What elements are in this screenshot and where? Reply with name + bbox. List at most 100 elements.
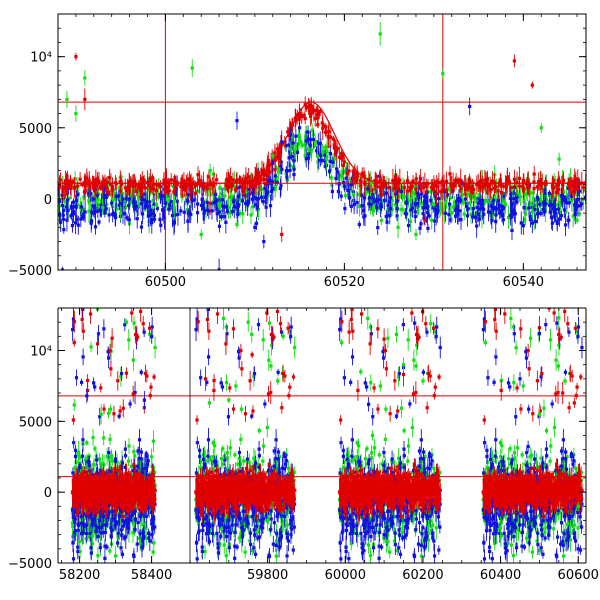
data-point (229, 176, 232, 179)
data-point (74, 177, 77, 180)
data-point (454, 209, 457, 212)
data-point (379, 206, 382, 209)
data-point (334, 177, 337, 180)
data-point (79, 217, 82, 220)
data-point (250, 185, 253, 188)
data-point (411, 179, 414, 182)
data-point (376, 199, 379, 202)
data-point (548, 192, 551, 195)
data-point (126, 216, 129, 219)
data-point (500, 209, 503, 212)
data-point (575, 205, 578, 208)
data-point (185, 185, 188, 188)
data-point (304, 117, 307, 120)
data-point (563, 208, 566, 211)
data-point (206, 209, 209, 212)
data-point (565, 201, 568, 204)
data-point (419, 222, 422, 225)
data-point (347, 169, 350, 172)
data-point (249, 213, 252, 216)
data-point (319, 154, 322, 157)
data-point (294, 135, 297, 138)
data-point (213, 201, 216, 204)
data-point (475, 224, 478, 227)
data-point (400, 190, 403, 193)
data-point (362, 215, 365, 218)
data-point (375, 206, 378, 209)
data-point (246, 203, 249, 206)
data-point (144, 186, 147, 189)
data-point (358, 223, 361, 226)
data-point (429, 199, 432, 202)
data-point (417, 194, 420, 197)
data-point (447, 213, 450, 216)
data-point (187, 220, 190, 223)
data-point (415, 202, 418, 205)
data-point (94, 225, 97, 228)
data-point (556, 220, 559, 223)
data-point (152, 187, 155, 190)
data-point (392, 187, 395, 190)
data-point (426, 211, 429, 214)
data-point (260, 188, 263, 191)
data-point (241, 199, 244, 202)
data-point (489, 188, 492, 191)
data-point (203, 185, 206, 188)
data-point (260, 196, 263, 199)
data-point (502, 218, 505, 221)
data-point (333, 157, 336, 160)
data-point (292, 159, 295, 162)
data-point (321, 127, 324, 130)
data-point (93, 206, 96, 209)
data-point (481, 207, 484, 210)
data-point (396, 200, 399, 203)
data-point (238, 178, 241, 181)
data-point (307, 157, 310, 160)
data-point (353, 203, 356, 206)
data-point (140, 225, 143, 228)
data-point (70, 205, 73, 208)
data-point (287, 156, 290, 159)
data-point (529, 215, 532, 218)
data-point (170, 178, 173, 181)
data-point (356, 201, 359, 204)
data-point (162, 209, 165, 212)
data-point (414, 210, 417, 213)
data-point (344, 194, 347, 197)
data-point (61, 204, 64, 207)
data-point (531, 222, 534, 225)
data-point (225, 205, 228, 208)
data-point (293, 168, 296, 171)
data-point (191, 199, 194, 202)
data-point (181, 185, 184, 188)
data-point (409, 208, 412, 211)
data-point (87, 210, 90, 213)
data-point (267, 159, 270, 162)
data-point (515, 196, 518, 199)
data-point (76, 193, 79, 196)
data-point (348, 196, 351, 199)
data-point (202, 207, 205, 210)
data-point (152, 212, 155, 215)
data-point (337, 190, 340, 193)
data-point (343, 207, 346, 210)
data-point (273, 168, 276, 171)
data-point (167, 185, 170, 188)
data-point (388, 214, 391, 217)
data-point (200, 204, 203, 207)
data-point (336, 170, 339, 173)
data-point (474, 216, 477, 219)
data-point (497, 189, 500, 192)
data-point (224, 221, 227, 224)
data-point (235, 179, 238, 182)
data-point (214, 193, 217, 196)
data-point (512, 197, 515, 200)
data-point (322, 123, 325, 126)
data-point (435, 192, 438, 195)
data-point (578, 212, 581, 215)
data-point (306, 130, 309, 133)
data-point (423, 199, 426, 202)
data-point (85, 176, 88, 179)
data-point (477, 213, 480, 216)
